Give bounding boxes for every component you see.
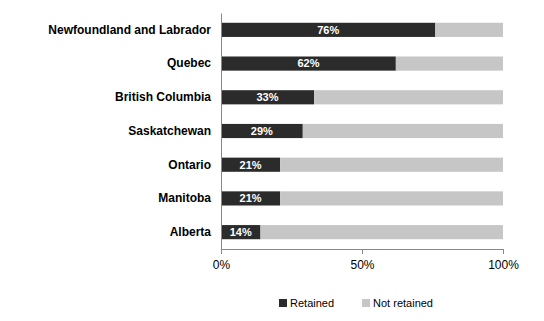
chart: 76% 62% 33% 29% 21% 21% 14% 0% 50% 100% Newfoundla… — [0, 0, 544, 321]
tick: 50% — [350, 249, 374, 272]
tick-label: Manitoba — [158, 191, 211, 205]
bar — [221, 124, 303, 138]
tick: Newfoundland and Labrador — [48, 23, 221, 37]
data-label: 29% — [251, 125, 273, 137]
bar — [221, 56, 396, 70]
bars — [221, 23, 503, 239]
tick-label: Ontario — [168, 158, 211, 172]
legend-swatch — [362, 299, 370, 307]
legend: Retained Not retained — [279, 297, 433, 309]
bar — [221, 191, 280, 205]
tick-label: Saskatchewan — [128, 124, 211, 138]
bar — [260, 225, 503, 239]
bar — [221, 225, 260, 239]
axis-line — [221, 14, 222, 250]
tick-label: Newfoundland and Labrador — [48, 23, 211, 37]
tick-label: Quebec — [167, 56, 211, 70]
tick: Alberta — [170, 225, 221, 239]
axis-line — [222, 250, 504, 255]
data-label: 33% — [257, 91, 279, 103]
legend-label: Not retained — [373, 297, 433, 309]
category-axis: Newfoundland and Labrador Quebec British C… — [48, 14, 221, 250]
bar — [303, 124, 503, 138]
tick: Ontario — [168, 158, 221, 172]
tick-label: 100% — [488, 258, 519, 272]
tick-mark — [221, 249, 222, 254]
bar — [221, 90, 314, 104]
bar — [280, 158, 503, 172]
bar — [280, 191, 503, 205]
value-axis: 0% 50% 100% — [213, 249, 519, 272]
tick: Manitoba — [158, 191, 221, 205]
bar — [435, 23, 503, 37]
tick-label: 50% — [350, 258, 374, 272]
tick-label: Alberta — [170, 225, 212, 239]
data-label: 21% — [240, 192, 262, 204]
tick-mark — [362, 249, 363, 254]
tick: 0% — [213, 249, 231, 272]
bar — [314, 90, 503, 104]
legend-swatch — [279, 299, 287, 307]
data-label: 62% — [297, 57, 319, 69]
data-labels: 76% 62% 33% 29% 21% 21% 14% — [230, 24, 340, 238]
legend-item: Not retained — [362, 297, 433, 309]
tick-mark — [503, 249, 504, 254]
bar — [221, 23, 435, 37]
bar — [221, 158, 280, 172]
legend-label: Retained — [290, 297, 334, 309]
legend-item: Retained — [279, 297, 334, 309]
data-label: 76% — [317, 24, 339, 36]
tick-label: 0% — [213, 258, 231, 272]
tick: British Columbia — [115, 90, 221, 104]
tick: Saskatchewan — [128, 124, 221, 138]
data-label: 14% — [230, 226, 252, 238]
tick: 100% — [488, 249, 519, 272]
data-label: 21% — [240, 159, 262, 171]
bar — [396, 56, 503, 70]
tick: Quebec — [167, 56, 221, 70]
tick-label: British Columbia — [115, 90, 211, 104]
